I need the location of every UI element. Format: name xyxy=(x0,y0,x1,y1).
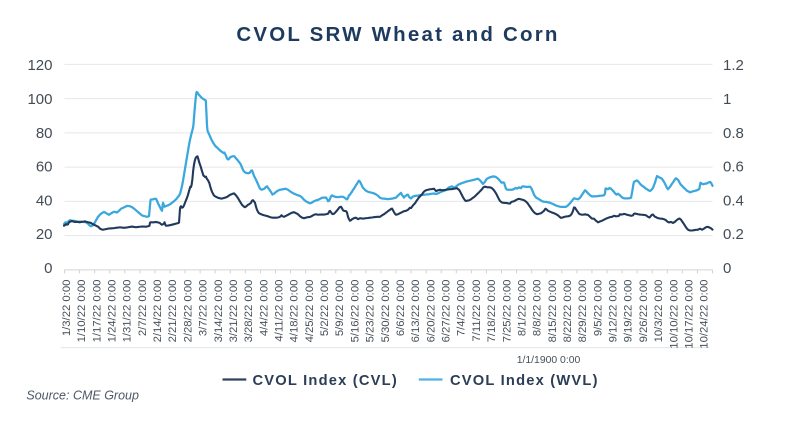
svg-text:1: 1 xyxy=(723,91,731,108)
svg-text:1/24/22 0:00: 1/24/22 0:00 xyxy=(107,280,119,343)
svg-text:0.6: 0.6 xyxy=(723,159,744,176)
svg-text:2/21/22 0:00: 2/21/22 0:00 xyxy=(167,280,179,343)
svg-text:8/1/22 0:00: 8/1/22 0:00 xyxy=(516,280,528,337)
svg-text:40: 40 xyxy=(36,192,53,209)
svg-text:10/10/22 0:00: 10/10/22 0:00 xyxy=(668,280,680,349)
svg-text:5/9/22 0:00: 5/9/22 0:00 xyxy=(334,280,346,337)
svg-text:10/24/22 0:00: 10/24/22 0:00 xyxy=(699,280,711,349)
svg-text:0.2: 0.2 xyxy=(723,226,744,243)
svg-text:1/1/1900 0:00: 1/1/1900 0:00 xyxy=(517,355,581,366)
svg-text:4/11/22 0:00: 4/11/22 0:00 xyxy=(274,280,286,342)
svg-text:10/17/22 0:00: 10/17/22 0:00 xyxy=(683,280,695,349)
svg-text:8/15/22 0:00: 8/15/22 0:00 xyxy=(547,280,559,343)
svg-text:7/4/22 0:00: 7/4/22 0:00 xyxy=(456,280,468,337)
svg-text:9/26/22 0:00: 9/26/22 0:00 xyxy=(638,280,650,343)
svg-text:3/21/22 0:00: 3/21/22 0:00 xyxy=(228,280,240,343)
svg-text:4/25/22 0:00: 4/25/22 0:00 xyxy=(304,280,316,343)
svg-text:0.4: 0.4 xyxy=(723,192,744,209)
svg-text:8/22/22 0:00: 8/22/22 0:00 xyxy=(562,280,574,343)
svg-text:2/28/22 0:00: 2/28/22 0:00 xyxy=(182,280,194,343)
svg-text:6/20/22 0:00: 6/20/22 0:00 xyxy=(425,280,437,343)
svg-text:CVOL SRW Wheat and Corn: CVOL SRW Wheat and Corn xyxy=(236,23,559,46)
svg-text:3/14/22 0:00: 3/14/22 0:00 xyxy=(213,280,225,343)
svg-text:5/16/22 0:00: 5/16/22 0:00 xyxy=(349,280,361,343)
svg-text:2/14/22 0:00: 2/14/22 0:00 xyxy=(152,280,164,343)
svg-text:100: 100 xyxy=(27,91,52,108)
svg-text:5/2/22 0:00: 5/2/22 0:00 xyxy=(319,280,331,337)
svg-text:3/28/22 0:00: 3/28/22 0:00 xyxy=(243,280,255,343)
svg-text:0.8: 0.8 xyxy=(723,125,744,142)
svg-text:1/31/22 0:00: 1/31/22 0:00 xyxy=(122,280,134,343)
svg-text:1/3/22 0:00: 1/3/22 0:00 xyxy=(61,280,73,337)
svg-text:CVOL Index (CVL): CVOL Index (CVL) xyxy=(253,373,398,389)
svg-text:120: 120 xyxy=(27,57,52,74)
svg-text:1/17/22 0:00: 1/17/22 0:00 xyxy=(91,280,103,343)
svg-text:3/7/22 0:00: 3/7/22 0:00 xyxy=(198,280,210,337)
svg-text:7/18/22 0:00: 7/18/22 0:00 xyxy=(486,280,498,343)
svg-text:5/23/22 0:00: 5/23/22 0:00 xyxy=(365,280,377,343)
svg-text:6/6/22 0:00: 6/6/22 0:00 xyxy=(395,280,407,337)
svg-text:9/19/22 0:00: 9/19/22 0:00 xyxy=(623,280,635,343)
svg-text:1/10/22 0:00: 1/10/22 0:00 xyxy=(76,280,88,343)
svg-text:5/30/22 0:00: 5/30/22 0:00 xyxy=(380,280,392,343)
svg-text:80: 80 xyxy=(36,125,53,142)
svg-text:Source: CME Group: Source: CME Group xyxy=(26,388,139,402)
svg-text:CVOL Index (WVL): CVOL Index (WVL) xyxy=(450,373,599,389)
svg-text:7/11/22 0:00: 7/11/22 0:00 xyxy=(471,280,483,342)
svg-text:1.2: 1.2 xyxy=(723,57,744,74)
svg-text:20: 20 xyxy=(36,226,53,243)
svg-text:2/7/22 0:00: 2/7/22 0:00 xyxy=(137,280,149,337)
svg-text:4/18/22 0:00: 4/18/22 0:00 xyxy=(289,280,301,343)
svg-text:6/27/22 0:00: 6/27/22 0:00 xyxy=(441,280,453,343)
svg-text:10/3/22 0:00: 10/3/22 0:00 xyxy=(653,280,665,343)
svg-text:9/12/22 0:00: 9/12/22 0:00 xyxy=(608,280,620,343)
svg-text:9/5/22 0:00: 9/5/22 0:00 xyxy=(592,280,604,337)
svg-text:7/25/22 0:00: 7/25/22 0:00 xyxy=(501,280,513,343)
svg-text:60: 60 xyxy=(36,159,53,176)
svg-text:0: 0 xyxy=(723,260,731,277)
svg-text:6/13/22 0:00: 6/13/22 0:00 xyxy=(410,280,422,343)
svg-text:0: 0 xyxy=(44,260,52,277)
svg-text:4/4/22 0:00: 4/4/22 0:00 xyxy=(258,280,270,337)
svg-text:8/29/22 0:00: 8/29/22 0:00 xyxy=(577,280,589,343)
svg-text:8/8/22 0:00: 8/8/22 0:00 xyxy=(532,280,544,337)
